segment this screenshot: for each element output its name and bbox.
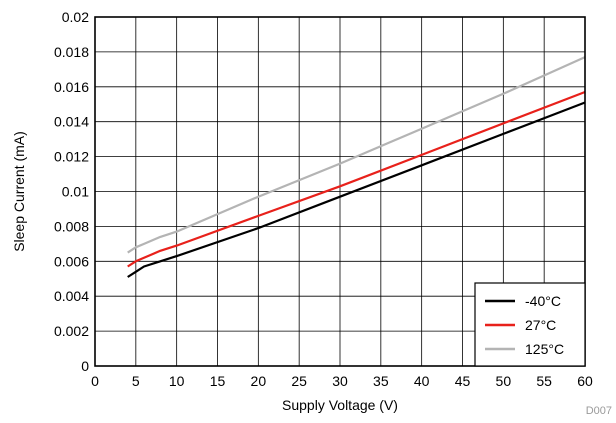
x-tick-label: 60 [577,373,593,389]
y-tick-label: 0.016 [54,79,89,95]
x-tick-label: 20 [251,373,267,389]
x-tick-label: 35 [373,373,389,389]
series-layer [127,56,586,278]
y-tick-label: 0 [81,358,89,374]
x-tick-label: 45 [455,373,471,389]
x-tick-label: 10 [169,373,185,389]
tick-labels: 0 5 10 15 20 25 30 35 40 45 50 55 60 0 0.002 0.004 0.006… [54,9,593,389]
series-line-2 [127,90,586,268]
y-tick-label: 0.014 [54,114,89,130]
y-tick-label: 0.012 [54,149,89,165]
legend-label-3: 125°C [525,341,564,357]
y-tick-label: 0.004 [54,288,89,304]
legend: -40°C 27°C 125°C [474,282,586,367]
series-line-3 [127,56,586,254]
x-tick-label: 40 [414,373,430,389]
y-tick-label: 0.008 [54,218,89,234]
figure-id: D007 [586,405,612,417]
legend-label-1: -40°C [525,293,561,309]
y-axis-title: Sleep Current (mA) [11,131,27,252]
x-tick-label: 55 [536,373,552,389]
x-tick-label: 25 [291,373,307,389]
plot-frame [94,16,586,367]
y-tick-label: 0.018 [54,44,89,60]
y-tick-label: 0.006 [54,253,89,269]
y-tick-label: 0.02 [62,9,89,25]
series-line-1 [127,101,586,278]
x-tick-label: 50 [496,373,512,389]
x-tick-label: 30 [332,373,348,389]
x-tick-label: 15 [210,373,226,389]
x-axis-title: Supply Voltage (V) [282,397,398,413]
x-tick-label: 0 [91,373,99,389]
y-tick-label: 0.01 [62,184,89,200]
y-tick-label: 0.002 [54,323,89,339]
legend-label-2: 27°C [525,317,556,333]
x-tick-label: 5 [132,373,140,389]
